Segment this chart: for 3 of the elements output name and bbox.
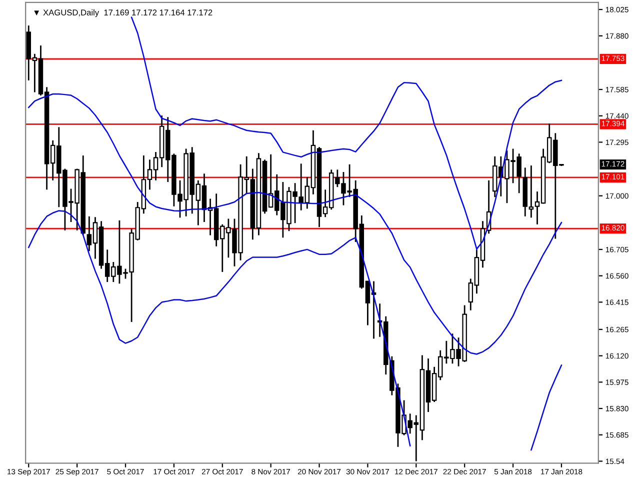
text: ▼ XAGUSD,Daily 17.169 17.172 17.164 17.172	[34, 9, 212, 18]
line-series	[130, 16, 562, 250]
line-series	[28, 93, 562, 355]
